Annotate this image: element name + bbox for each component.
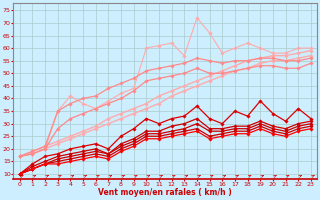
X-axis label: Vent moyen/en rafales ( km/h ): Vent moyen/en rafales ( km/h )	[99, 188, 232, 197]
